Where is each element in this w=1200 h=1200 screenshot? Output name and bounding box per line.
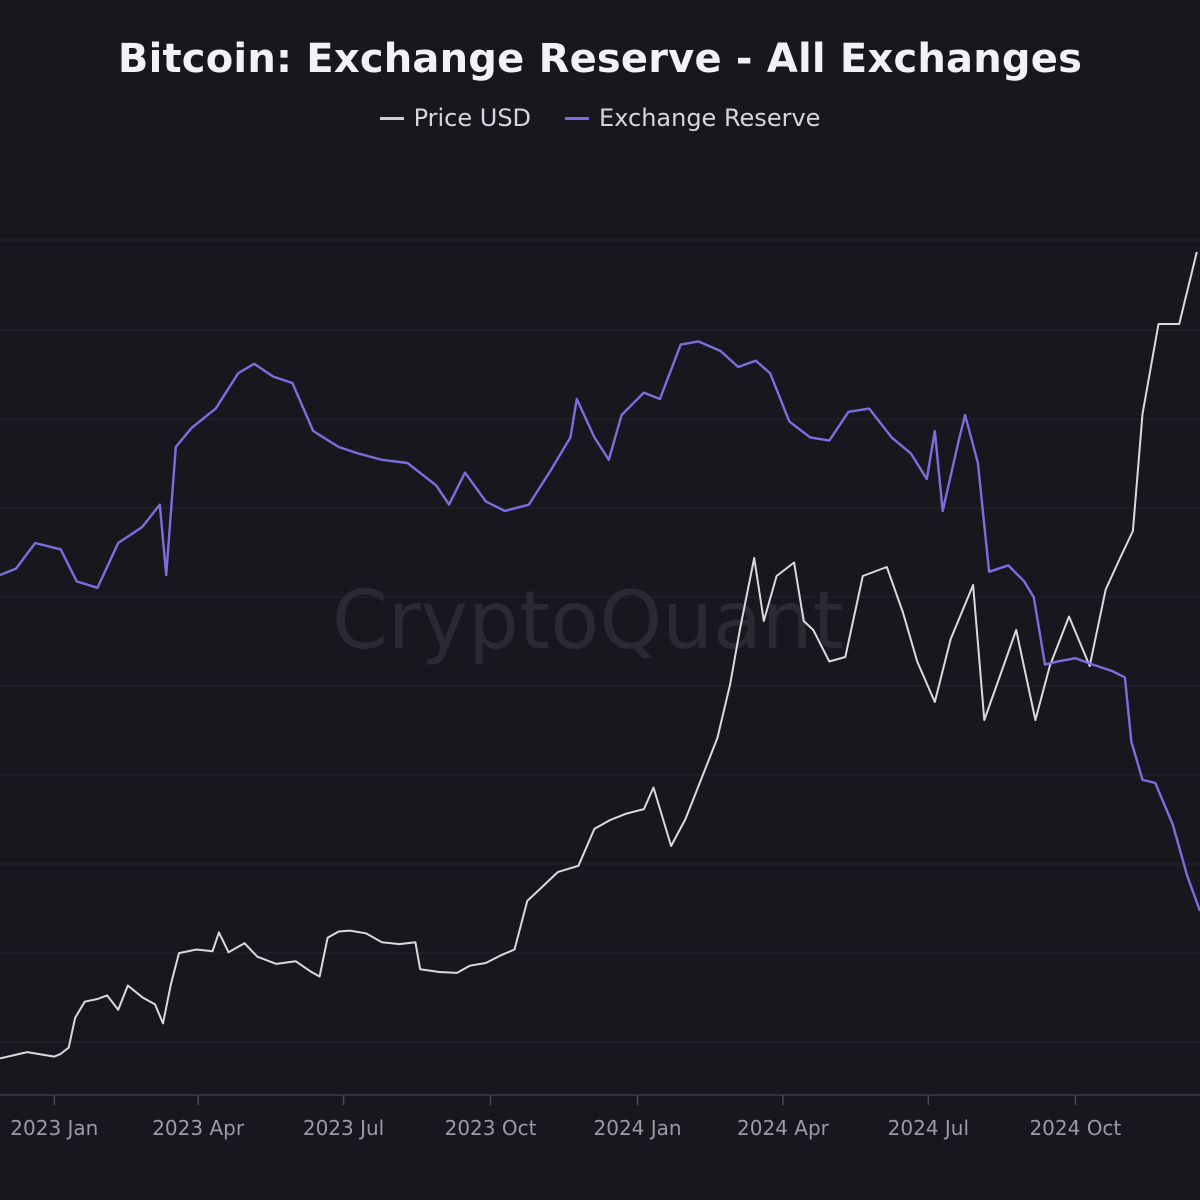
watermark: CryptoQuant — [332, 574, 844, 667]
x-tick-label: 2024 Jan — [594, 1116, 682, 1140]
legend-label-price: Price USD — [413, 104, 532, 132]
legend-item-reserve[interactable]: Exchange Reserve — [565, 104, 820, 132]
series-line-price-usd — [0, 251, 1198, 1060]
x-tick-label: 2023 Jul — [303, 1116, 384, 1140]
legend: Price USD Exchange Reserve — [0, 104, 1200, 132]
legend-swatch-reserve — [565, 116, 590, 120]
x-tick-label: 2023 Jan — [10, 1116, 98, 1140]
chart-title: Bitcoin: Exchange Reserve - All Exchange… — [117, 36, 1083, 82]
gridlines — [0, 239, 1200, 1043]
series-line-exchange-reserve — [0, 340, 1200, 912]
x-tick-label: 2023 Apr — [152, 1116, 245, 1140]
x-tick-label: 2024 Oct — [1029, 1116, 1121, 1140]
x-tick-label: 2024 Jul — [888, 1116, 969, 1140]
legend-item-price[interactable]: Price USD — [379, 104, 532, 132]
x-tick-label: 2024 Apr — [737, 1116, 830, 1140]
legend-swatch-price — [379, 116, 404, 120]
x-tick-label: 2023 Oct — [445, 1116, 537, 1140]
legend-label-reserve: Exchange Reserve — [599, 104, 821, 132]
x-axis: 2023 Jan 2023 Apr 2023 Jul 2023 Oct 2024 Jan… — [0, 1094, 1200, 1140]
series-lines — [0, 251, 1200, 1060]
